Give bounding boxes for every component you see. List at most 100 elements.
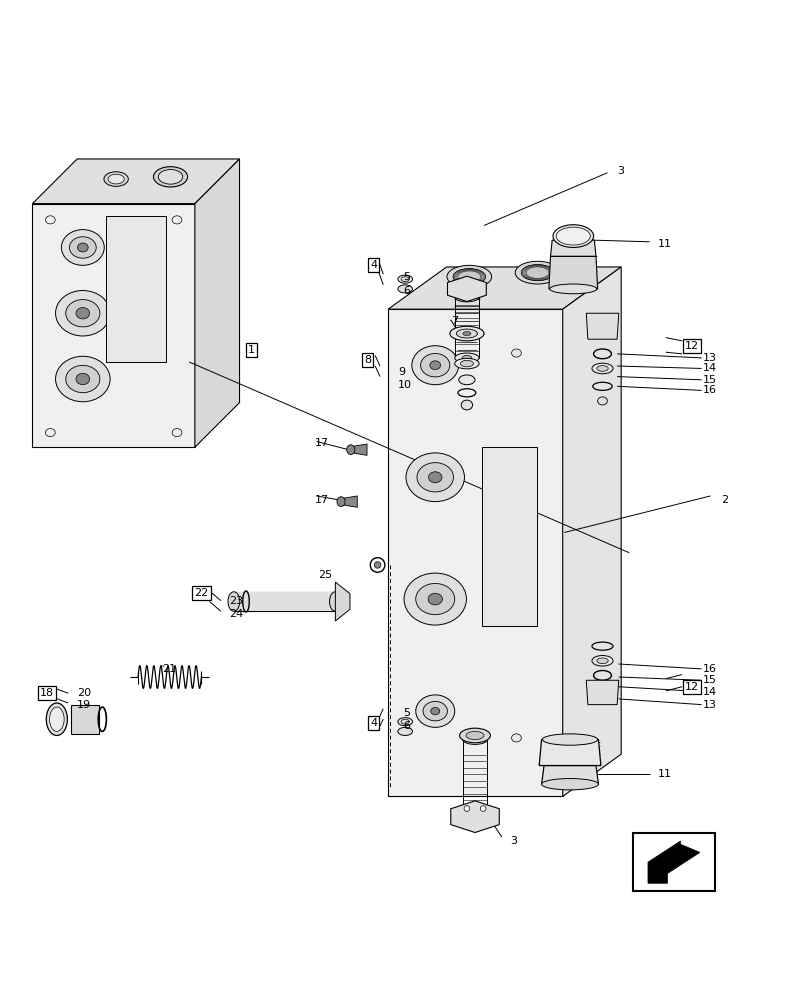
Ellipse shape [45, 216, 55, 224]
Text: 16: 16 [702, 664, 716, 674]
Text: 23: 23 [229, 596, 242, 606]
Ellipse shape [556, 227, 590, 245]
Ellipse shape [228, 592, 239, 611]
Polygon shape [541, 766, 598, 784]
Polygon shape [550, 240, 595, 256]
Ellipse shape [420, 354, 449, 377]
Polygon shape [352, 444, 367, 455]
Ellipse shape [397, 727, 412, 735]
Text: 15: 15 [702, 375, 716, 385]
Ellipse shape [76, 308, 89, 319]
Ellipse shape [596, 366, 607, 371]
Ellipse shape [454, 353, 478, 363]
Ellipse shape [76, 373, 89, 385]
Polygon shape [586, 313, 618, 339]
Ellipse shape [462, 735, 487, 744]
Polygon shape [32, 204, 195, 447]
Text: 3: 3 [509, 836, 517, 846]
Ellipse shape [104, 172, 128, 186]
Text: 16: 16 [702, 385, 716, 395]
Text: 22: 22 [194, 588, 208, 598]
Text: 20: 20 [77, 688, 91, 698]
Ellipse shape [77, 243, 88, 252]
Text: 2: 2 [720, 495, 727, 505]
Polygon shape [71, 705, 99, 734]
Text: 17: 17 [315, 495, 328, 505]
Ellipse shape [511, 734, 521, 742]
Ellipse shape [108, 174, 124, 184]
Text: 11: 11 [657, 239, 671, 249]
Ellipse shape [463, 806, 469, 811]
Ellipse shape [397, 718, 412, 726]
Polygon shape [548, 256, 597, 289]
Bar [234, 592, 335, 611]
Ellipse shape [404, 573, 466, 625]
Ellipse shape [62, 230, 104, 265]
Ellipse shape [462, 332, 470, 336]
Ellipse shape [461, 355, 471, 360]
Ellipse shape [406, 453, 464, 502]
Ellipse shape [401, 719, 409, 724]
Text: 25: 25 [318, 570, 332, 580]
Ellipse shape [329, 592, 341, 611]
Ellipse shape [423, 701, 447, 721]
Ellipse shape [549, 284, 596, 294]
Ellipse shape [49, 707, 64, 731]
Ellipse shape [45, 429, 55, 437]
Text: 18: 18 [40, 688, 54, 698]
Text: 7: 7 [450, 316, 457, 326]
Ellipse shape [172, 216, 182, 224]
Bar [633, 833, 714, 891]
Ellipse shape [479, 806, 485, 811]
Text: 12: 12 [684, 682, 698, 692]
Polygon shape [586, 680, 618, 705]
Ellipse shape [514, 261, 559, 284]
Text: 1: 1 [248, 345, 255, 355]
Ellipse shape [66, 365, 100, 393]
Text: 19: 19 [77, 700, 91, 710]
Ellipse shape [458, 375, 474, 385]
Ellipse shape [429, 361, 440, 370]
Ellipse shape [541, 779, 598, 790]
Ellipse shape [158, 170, 182, 184]
Polygon shape [539, 740, 600, 766]
Text: 5: 5 [402, 708, 410, 718]
Text: 6: 6 [402, 721, 410, 731]
Ellipse shape [454, 292, 478, 302]
Text: 14: 14 [702, 687, 716, 697]
Ellipse shape [55, 291, 110, 336]
Ellipse shape [454, 358, 478, 369]
Ellipse shape [411, 346, 458, 385]
Polygon shape [195, 159, 239, 447]
Text: 4: 4 [370, 260, 376, 270]
Polygon shape [388, 309, 562, 796]
Ellipse shape [521, 265, 553, 281]
Text: 21: 21 [162, 664, 176, 674]
Ellipse shape [346, 445, 354, 455]
Ellipse shape [466, 731, 483, 740]
Text: 17: 17 [315, 438, 328, 448]
Ellipse shape [453, 269, 485, 285]
Polygon shape [32, 159, 239, 204]
Polygon shape [447, 276, 486, 302]
Ellipse shape [397, 285, 412, 293]
Ellipse shape [591, 363, 612, 374]
Ellipse shape [430, 707, 440, 715]
Ellipse shape [46, 703, 67, 735]
Polygon shape [450, 801, 499, 833]
Ellipse shape [401, 277, 409, 282]
Ellipse shape [427, 593, 442, 605]
Text: 13: 13 [702, 700, 716, 710]
Ellipse shape [596, 658, 607, 664]
Ellipse shape [415, 583, 454, 615]
Text: 5: 5 [402, 272, 410, 282]
Text: 15: 15 [702, 675, 716, 685]
Ellipse shape [428, 472, 441, 483]
Text: 12: 12 [684, 341, 698, 351]
Ellipse shape [337, 497, 345, 506]
Ellipse shape [591, 655, 612, 666]
Polygon shape [335, 582, 350, 621]
Ellipse shape [374, 562, 380, 568]
Ellipse shape [172, 429, 182, 437]
Polygon shape [562, 267, 620, 796]
